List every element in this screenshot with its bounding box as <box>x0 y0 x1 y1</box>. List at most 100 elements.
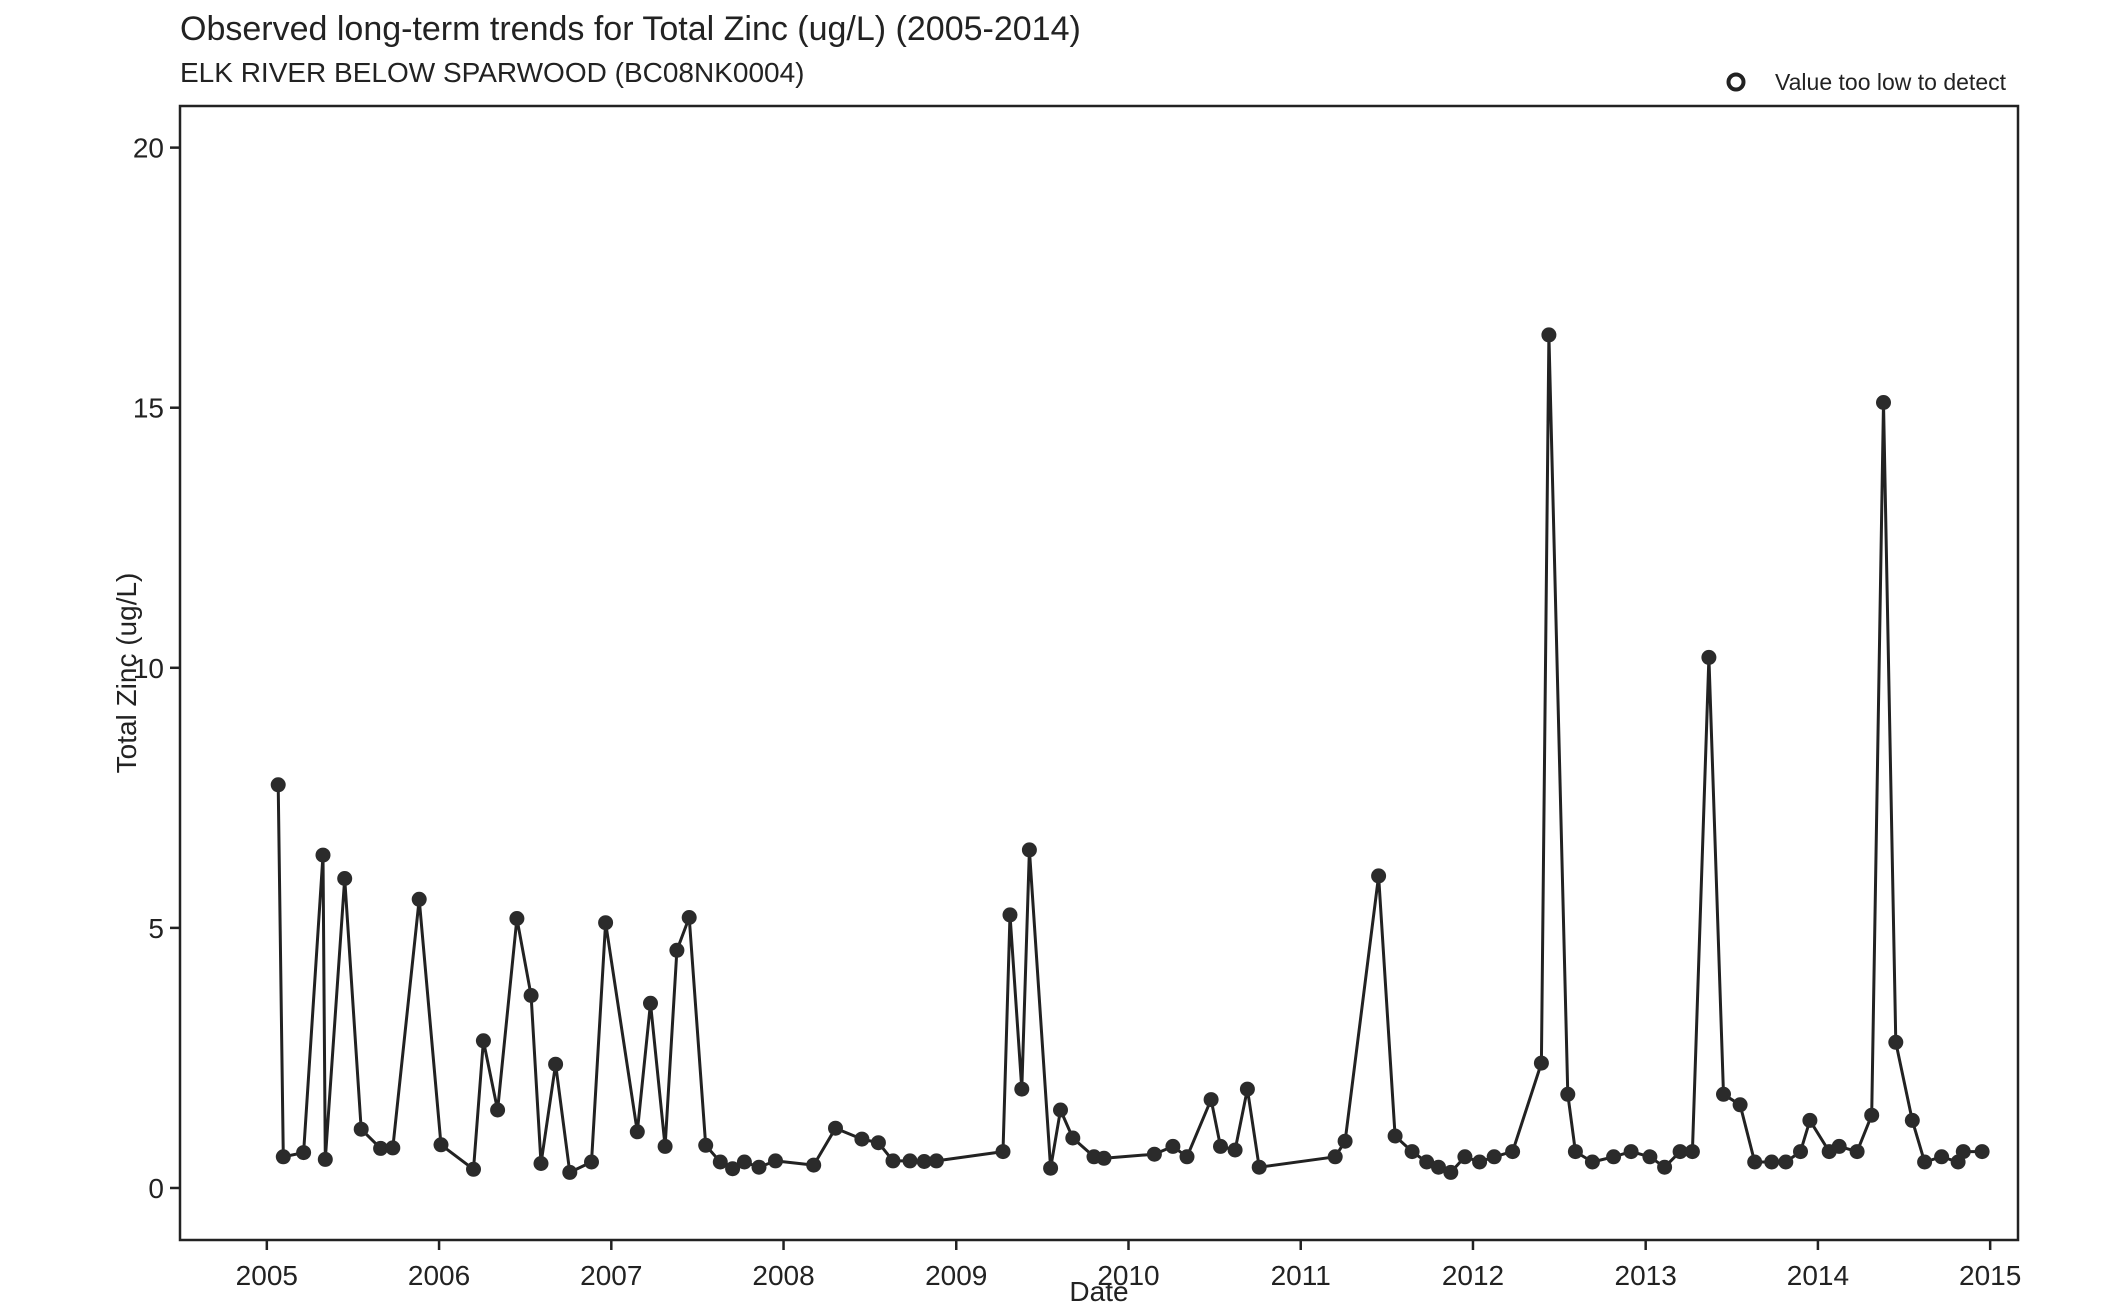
x-tick-label: 2012 <box>1442 1260 1504 1291</box>
data-point <box>1096 1150 1112 1166</box>
data-point <box>385 1140 401 1156</box>
data-point <box>712 1154 728 1170</box>
x-axis: 2005 2006 2007 2008 2009 2010 2011 2012 2013 2014… <box>236 1240 2021 1291</box>
data-point <box>1642 1149 1658 1165</box>
data-point <box>1327 1149 1343 1165</box>
data-point <box>885 1153 901 1169</box>
data-point <box>698 1137 714 1153</box>
data-point <box>902 1153 918 1169</box>
y-tick-label: 10 <box>133 653 164 684</box>
data-point <box>1472 1154 1488 1170</box>
data-point <box>533 1156 549 1171</box>
data-point <box>854 1131 870 1147</box>
plot-area <box>178 104 2020 1242</box>
data-point <box>466 1161 481 1177</box>
legend: Value too low to detect <box>1726 69 2007 95</box>
data-point <box>1716 1086 1731 1102</box>
data-point <box>433 1137 449 1153</box>
data-point <box>1864 1107 1880 1123</box>
legend-label: Value too low to detect <box>1775 69 2007 95</box>
data-point <box>1043 1160 1059 1176</box>
data-point <box>828 1120 843 1136</box>
data-point <box>1443 1164 1459 1180</box>
x-axis-title: Date <box>1069 1276 1128 1307</box>
x-tick-label: 2015 <box>1959 1260 2021 1291</box>
series-points <box>270 327 1990 1180</box>
x-tick-label: 2013 <box>1615 1260 1677 1291</box>
x-tick-label: 2006 <box>408 1260 470 1291</box>
data-point <box>1606 1149 1622 1165</box>
data-point <box>1764 1154 1780 1170</box>
data-point <box>1431 1159 1446 1175</box>
data-point <box>373 1140 389 1156</box>
data-point <box>916 1154 932 1169</box>
data-point <box>1732 1097 1748 1113</box>
data-point <box>411 891 427 907</box>
data-point <box>736 1154 752 1170</box>
data-point <box>806 1157 822 1173</box>
data-point <box>643 995 658 1011</box>
data-point <box>1657 1159 1673 1175</box>
data-point <box>1672 1144 1688 1160</box>
data-point <box>353 1121 369 1137</box>
data-point <box>1567 1144 1583 1160</box>
y-axis: 0 5 10 15 20 <box>133 133 180 1204</box>
data-point <box>1934 1149 1950 1165</box>
data-point <box>1560 1086 1576 1102</box>
data-point <box>1505 1144 1521 1160</box>
data-point <box>928 1153 944 1169</box>
data-point <box>490 1102 506 1118</box>
data-point <box>1404 1144 1420 1160</box>
data-point <box>1793 1144 1808 1160</box>
data-point <box>1955 1144 1971 1160</box>
data-point <box>1541 327 1557 343</box>
data-point <box>1747 1154 1763 1170</box>
y-axis-title: Total Zinc (ug/L) <box>111 573 142 774</box>
x-tick-label: 2008 <box>752 1260 814 1291</box>
data-point <box>548 1056 564 1072</box>
x-tick-label: 2005 <box>236 1260 298 1291</box>
data-point <box>1831 1138 1847 1154</box>
x-tick-label: 2007 <box>580 1260 642 1291</box>
data-point <box>1584 1154 1600 1170</box>
data-point <box>1778 1154 1794 1170</box>
x-tick-label: 2011 <box>1271 1260 1331 1291</box>
data-point <box>995 1144 1011 1160</box>
data-point <box>584 1154 599 1170</box>
data-point <box>1419 1154 1435 1170</box>
data-point <box>1917 1154 1933 1170</box>
y-tick-label: 15 <box>133 393 164 424</box>
data-point <box>1486 1149 1502 1165</box>
panel-border <box>178 104 2020 1242</box>
data-point <box>657 1138 673 1154</box>
data-point <box>1239 1081 1255 1097</box>
data-point <box>768 1153 783 1169</box>
data-point <box>1876 395 1891 410</box>
legend-hollow-circle-icon <box>1726 72 1746 92</box>
data-point <box>1165 1138 1181 1154</box>
data-point <box>669 942 685 958</box>
data-point <box>1065 1130 1081 1146</box>
y-tick-label: 0 <box>148 1173 164 1204</box>
data-point <box>1251 1159 1267 1175</box>
x-tick-label: 2014 <box>1787 1260 1849 1291</box>
data-point <box>270 777 286 793</box>
data-point <box>1053 1102 1068 1118</box>
x-tick-label: 2009 <box>925 1260 987 1291</box>
chart-subtitle: ELK RIVER BELOW SPARWOOD (BC08NK0004) <box>180 57 805 88</box>
data-point <box>1146 1146 1162 1162</box>
data-point <box>275 1149 291 1165</box>
data-point <box>1371 868 1387 884</box>
data-point <box>1002 907 1018 923</box>
data-point <box>629 1124 645 1140</box>
data-point <box>1849 1144 1865 1160</box>
data-point <box>1227 1142 1243 1158</box>
data-point <box>1179 1149 1195 1165</box>
data-point <box>1701 649 1717 665</box>
data-point <box>1623 1144 1639 1160</box>
data-point <box>315 847 331 863</box>
data-point <box>1457 1149 1473 1165</box>
data-point <box>1904 1112 1920 1128</box>
data-point <box>870 1135 886 1151</box>
